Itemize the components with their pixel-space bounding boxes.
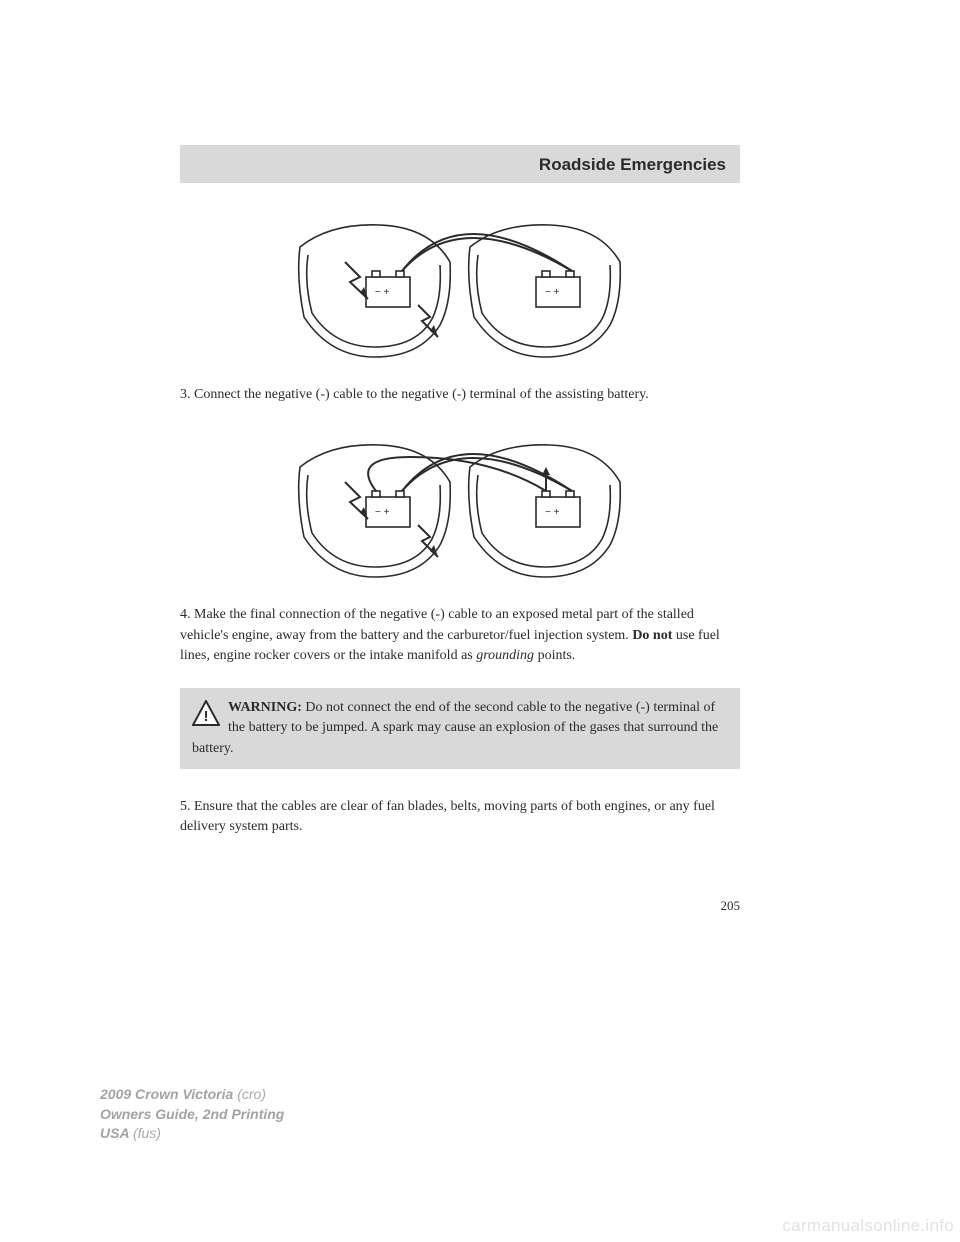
step-5-text: 5. Ensure that the cables are clear of f… (180, 797, 740, 838)
footer-code-2: (fus) (133, 1125, 161, 1141)
footer-code-1: (cro) (237, 1086, 266, 1102)
footer-line-2: Owners Guide, 2nd Printing (100, 1105, 284, 1125)
section-title: Roadside Emergencies (539, 155, 726, 174)
step-4-italic: grounding (476, 648, 534, 663)
battery-terminals-left: − + (375, 507, 390, 518)
step-4-bold: Do not (632, 628, 672, 643)
warning-icon: ! (192, 700, 220, 726)
battery-terminals-right: − + (545, 507, 560, 518)
step-4-text: 4. Make the final connection of the nega… (180, 605, 740, 666)
footer-region: USA (100, 1125, 133, 1141)
svg-text:!: ! (204, 708, 209, 725)
section-header: Roadside Emergencies (180, 145, 740, 183)
step-3-text: 3. Connect the negative (-) cable to the… (180, 385, 740, 405)
jump-start-diagram-2: − + − + (290, 427, 630, 587)
footer-line-1: 2009 Crown Victoria (cro) (100, 1085, 284, 1105)
warning-box: ! WARNING: Do not connect the end of the… (180, 688, 740, 769)
page-content: Roadside Emergencies (180, 145, 740, 914)
page-number: 205 (180, 898, 740, 914)
watermark: carmanualsonline.info (782, 1216, 954, 1236)
battery-terminals-right: − + (545, 287, 560, 298)
footer: 2009 Crown Victoria (cro) Owners Guide, … (100, 1085, 284, 1144)
jump-start-diagram-1: − + − + (290, 207, 630, 367)
footer-model: 2009 Crown Victoria (100, 1086, 237, 1102)
battery-terminals-left: − + (375, 287, 390, 298)
step-4-part-a: 4. Make the final connection of the nega… (180, 607, 694, 642)
step-4-part-c: points. (534, 648, 575, 663)
warning-label: WARNING: (228, 700, 302, 715)
footer-line-3: USA (fus) (100, 1124, 284, 1144)
